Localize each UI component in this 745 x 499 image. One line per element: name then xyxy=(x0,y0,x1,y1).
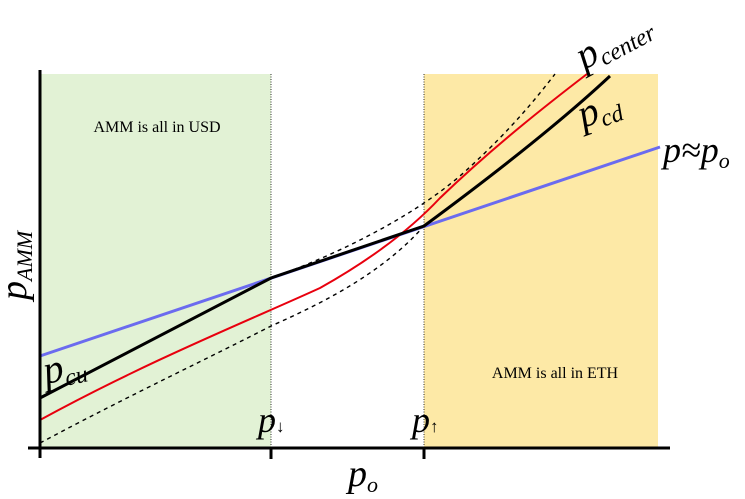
y-axis-label-base: p xyxy=(0,281,35,303)
p-up-tick-label: p↑ xyxy=(409,400,439,440)
p-down-tick-label: p↓ xyxy=(255,400,285,440)
p-center-label-sub: center xyxy=(595,20,661,71)
p-cu-label-sub: cu xyxy=(63,361,91,391)
p-center-label: pcenter xyxy=(564,0,660,82)
x-axis-label-sub: o xyxy=(367,472,378,497)
p-down-arrow: ↓ xyxy=(276,417,285,436)
usd-region-label: AMM is all in USD xyxy=(93,119,220,136)
p-up-symbol: p xyxy=(409,400,430,440)
x-axis-label-base: p xyxy=(345,453,367,495)
upper-dashed-curve xyxy=(270,73,556,279)
p-cd-cu-curve xyxy=(39,74,612,400)
y-axis-label-sub: AMM xyxy=(12,229,37,283)
p-down-symbol: p xyxy=(255,400,276,440)
p-identity-label: p≈po xyxy=(660,130,730,173)
p-up-arrow: ↑ xyxy=(430,417,439,436)
eth-region xyxy=(424,74,658,448)
x-axis-label: po xyxy=(345,453,378,497)
p-identity-label-sub: o xyxy=(719,148,730,173)
eth-region-label: AMM is all in ETH xyxy=(492,365,619,382)
p-identity-label-text: p≈p xyxy=(660,130,719,170)
usd-region xyxy=(40,74,271,448)
p-center-curve xyxy=(39,73,588,421)
y-axis-label: pAMM xyxy=(0,229,37,303)
